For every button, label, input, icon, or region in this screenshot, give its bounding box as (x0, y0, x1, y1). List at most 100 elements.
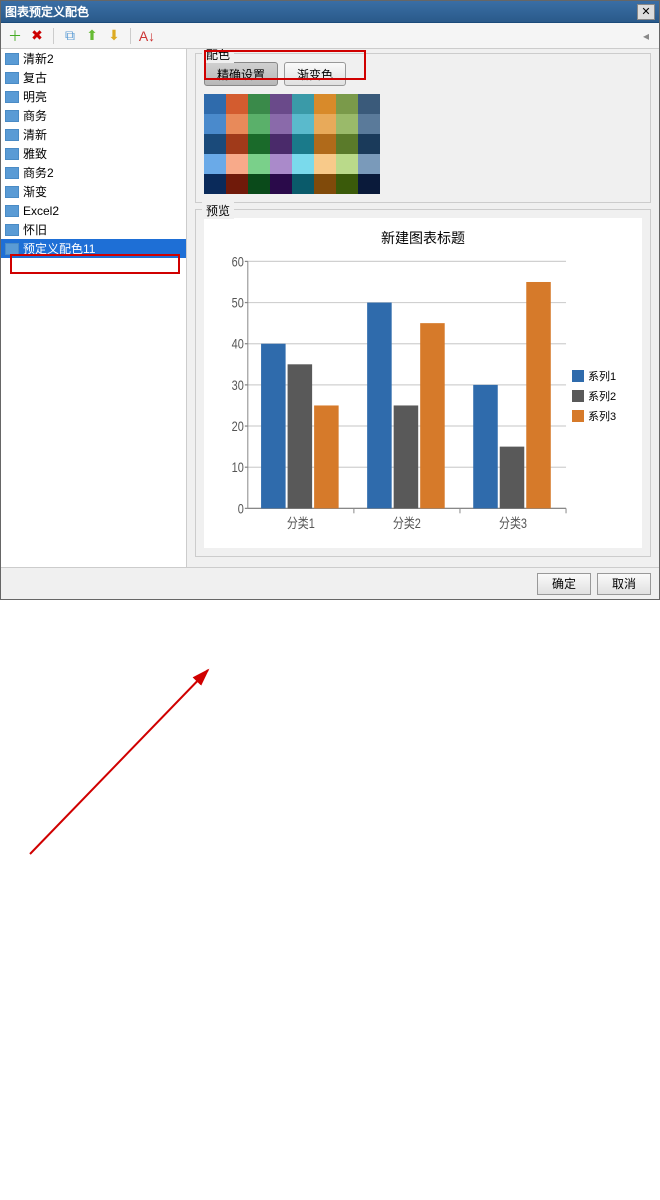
color-swatch[interactable] (226, 174, 248, 194)
color-swatch[interactable] (314, 154, 336, 174)
add-icon[interactable]: ＋ (7, 28, 23, 44)
titlebar-text: 图表预定义配色 (5, 3, 637, 20)
color-swatch[interactable] (358, 94, 380, 114)
scheme-icon (5, 224, 19, 236)
color-swatch[interactable] (314, 94, 336, 114)
scheme-icon (5, 243, 19, 255)
ok-button[interactable]: 确定 (537, 573, 591, 595)
list-item-label: 商务2 (23, 164, 54, 181)
titlebar: 图表预定义配色 ✕ (1, 1, 659, 23)
legend-item: 系列3 (572, 408, 632, 424)
color-swatch[interactable] (226, 134, 248, 154)
color-swatch[interactable] (248, 94, 270, 114)
color-swatch[interactable] (248, 154, 270, 174)
color-swatch[interactable] (270, 94, 292, 114)
scheme-icon (5, 167, 19, 179)
list-item[interactable]: 预定义配色11 (1, 239, 186, 258)
legend-label: 系列2 (588, 388, 616, 404)
svg-text:分类2: 分类2 (393, 516, 421, 531)
color-swatch[interactable] (314, 114, 336, 134)
color-swatch[interactable] (292, 174, 314, 194)
color-swatch[interactable] (292, 94, 314, 114)
list-item-label: 复古 (23, 69, 47, 86)
color-swatch[interactable] (358, 134, 380, 154)
list-item[interactable]: 怀旧 (1, 220, 186, 239)
chart-body: 0102030405060分类1分类2分类3 系列1系列2系列3 (214, 254, 632, 538)
color-swatch[interactable] (226, 114, 248, 134)
sort-icon[interactable]: A↓ (139, 28, 155, 44)
svg-text:50: 50 (232, 295, 244, 310)
color-swatch[interactable] (270, 114, 292, 134)
color-fieldset-label: 配色 (202, 49, 234, 63)
color-swatch[interactable] (248, 114, 270, 134)
color-swatch[interactable] (204, 154, 226, 174)
close-button[interactable]: ✕ (637, 4, 655, 20)
color-swatch[interactable] (204, 134, 226, 154)
list-item[interactable]: 清新 (1, 125, 186, 144)
legend-swatch (572, 390, 584, 402)
color-swatch[interactable] (336, 134, 358, 154)
color-swatch[interactable] (336, 174, 358, 194)
color-swatch[interactable] (270, 154, 292, 174)
chart-area: 新建图表标题 0102030405060分类1分类2分类3 系列1系列2系列3 (204, 218, 642, 548)
gradient-button[interactable]: 渐变色 (284, 62, 346, 86)
preview-fieldset: 预览 新建图表标题 0102030405060分类1分类2分类3 系列1系列2系… (195, 209, 651, 557)
color-swatch[interactable] (292, 134, 314, 154)
scheme-icon (5, 110, 19, 122)
list-item[interactable]: 渐变 (1, 182, 186, 201)
list-item-label: 雅致 (23, 145, 47, 162)
toolbar-separator (130, 28, 131, 44)
svg-text:60: 60 (232, 254, 244, 269)
list-item[interactable]: 商务2 (1, 163, 186, 182)
right-panel: 配色 精确设置 渐变色 预览 新建图表标题 0102030405060分类1分类… (187, 49, 659, 567)
color-swatch[interactable] (292, 114, 314, 134)
list-item[interactable]: 明亮 (1, 87, 186, 106)
toolbar: ＋ ✖ ⧉ ⬆ ⬇ A↓ ◂ (1, 23, 659, 49)
list-item[interactable]: 清新2 (1, 49, 186, 68)
list-item-label: 清新 (23, 126, 47, 143)
color-swatch[interactable] (226, 154, 248, 174)
list-item[interactable]: 复古 (1, 68, 186, 87)
list-item-label: 明亮 (23, 88, 47, 105)
svg-text:分类3: 分类3 (499, 516, 527, 531)
svg-text:30: 30 (232, 378, 244, 393)
list-item-label: 清新2 (23, 50, 54, 67)
color-swatch[interactable] (336, 114, 358, 134)
scheme-list: 清新2 复古明亮商务清新雅致商务2渐变Excel2怀旧预定义配色11 (1, 49, 187, 567)
exact-settings-button[interactable]: 精确设置 (204, 62, 278, 86)
scheme-icon (5, 186, 19, 198)
color-swatch[interactable] (292, 154, 314, 174)
svg-text:0: 0 (238, 501, 244, 516)
color-swatch[interactable] (204, 114, 226, 134)
annotation-arrow (0, 600, 660, 1200)
legend-label: 系列3 (588, 408, 616, 424)
color-swatch[interactable] (226, 94, 248, 114)
move-down-icon[interactable]: ⬇ (106, 28, 122, 44)
list-item[interactable]: 商务 (1, 106, 186, 125)
svg-text:10: 10 (232, 460, 244, 475)
color-swatch[interactable] (204, 94, 226, 114)
scheme-icon (5, 205, 19, 217)
list-item[interactable]: Excel2 (1, 201, 186, 220)
color-swatch[interactable] (336, 154, 358, 174)
color-swatch[interactable] (336, 94, 358, 114)
color-swatch[interactable] (248, 134, 270, 154)
move-up-icon[interactable]: ⬆ (84, 28, 100, 44)
color-swatch[interactable] (248, 174, 270, 194)
copy-icon[interactable]: ⧉ (62, 28, 78, 44)
color-swatch[interactable] (270, 134, 292, 154)
color-swatch[interactable] (358, 174, 380, 194)
color-swatch[interactable] (358, 154, 380, 174)
scheme-icon (5, 72, 19, 84)
panel-drag-handle[interactable]: ◂ (643, 29, 653, 43)
cancel-button[interactable]: 取消 (597, 573, 651, 595)
delete-icon[interactable]: ✖ (29, 28, 45, 44)
color-swatch[interactable] (270, 174, 292, 194)
color-swatch[interactable] (314, 174, 336, 194)
scheme-icon (5, 129, 19, 141)
color-swatch[interactable] (358, 114, 380, 134)
color-swatch[interactable] (204, 174, 226, 194)
legend-swatch (572, 410, 584, 422)
color-swatch[interactable] (314, 134, 336, 154)
list-item[interactable]: 雅致 (1, 144, 186, 163)
